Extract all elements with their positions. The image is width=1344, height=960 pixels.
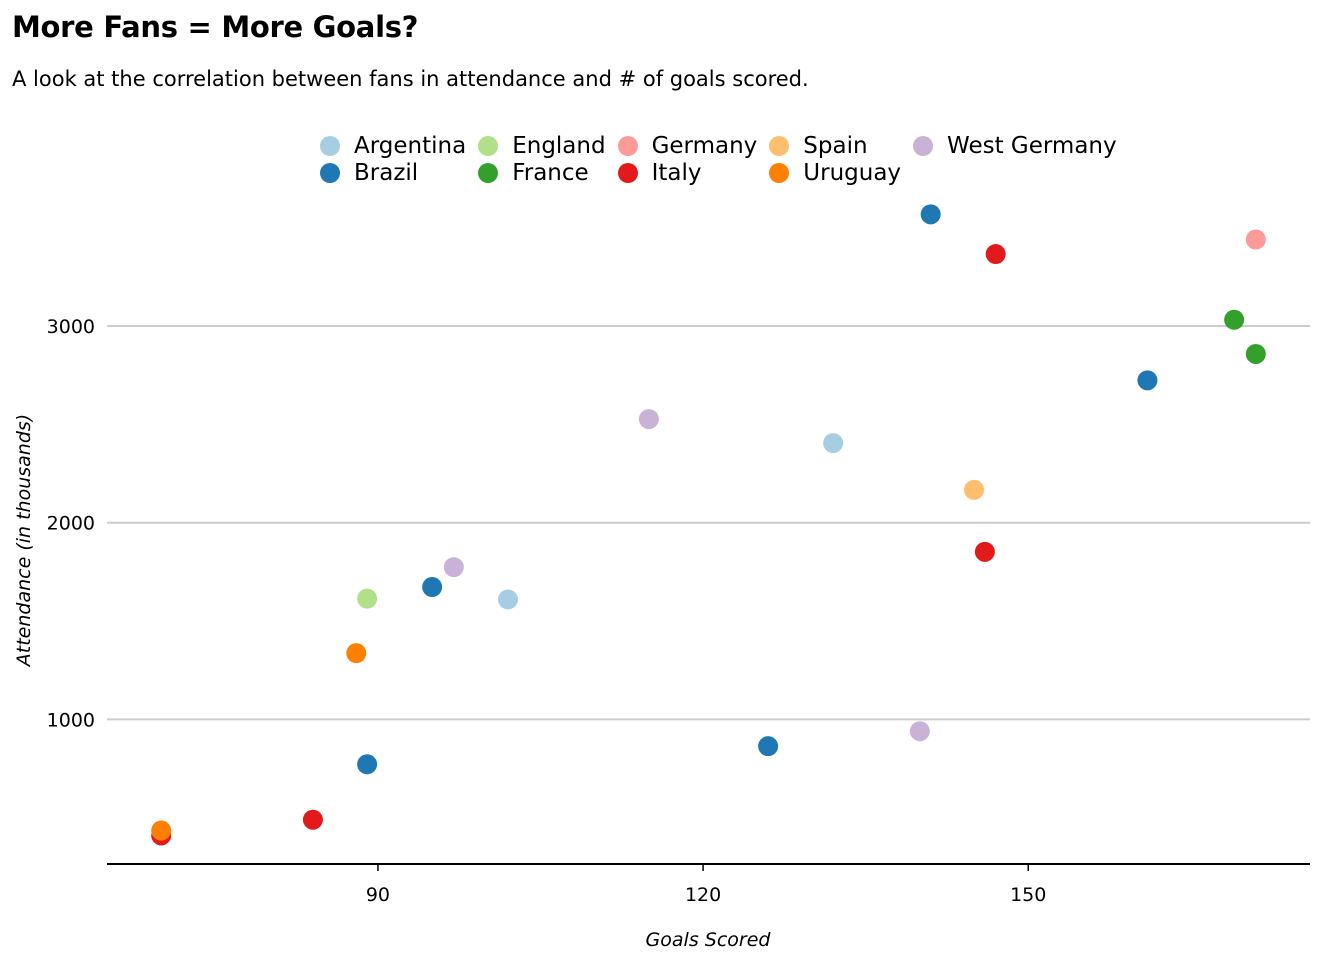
point-west-germany-3 — [909, 721, 930, 742]
y-tick-label-3000: 3000 — [47, 316, 95, 338]
legend-item-argentina: Argentina — [320, 132, 466, 159]
legend-item-spain: Spain — [769, 132, 901, 159]
y-tick-label-1000: 1000 — [47, 709, 95, 731]
point-argentina-1 — [498, 589, 518, 610]
point-brazil-1 — [357, 754, 378, 775]
point-brazil-3 — [758, 736, 779, 757]
point-brazil-4 — [920, 204, 941, 225]
legend-column: Germany Italy — [617, 132, 758, 186]
legend-label: Germany — [651, 132, 758, 159]
legend-swatch — [617, 162, 638, 183]
legend-item-germany: Germany — [617, 132, 758, 159]
point-brazil-2 — [422, 577, 443, 598]
legend-item-italy: Italy — [617, 159, 758, 186]
legend-label: France — [512, 159, 589, 186]
point-west-germany-2 — [638, 409, 659, 430]
point-france-1 — [1224, 309, 1245, 330]
legend-swatch — [320, 135, 340, 156]
legend-item-west-germany: West Germany — [913, 132, 1117, 159]
legend-swatch — [478, 135, 499, 156]
legend-column: West Germany — [913, 132, 1117, 186]
x-tick-label-120: 120 — [685, 884, 721, 906]
legend-column: Spain Uruguay — [769, 132, 901, 186]
legend-item-brazil: Brazil — [320, 159, 466, 186]
legend-label: England — [512, 132, 606, 159]
legend-swatch — [913, 135, 934, 156]
point-england-1 — [357, 588, 378, 609]
data-points — [151, 204, 1266, 846]
chart-subtitle: A look at the correlation between fans i… — [12, 67, 809, 91]
y-axis-title: Attendance (in thousands) — [13, 414, 35, 668]
chart-title: More Fans = More Goals? — [12, 10, 419, 44]
point-argentina-2 — [823, 433, 844, 454]
gridlines: 1000 2000 3000 — [47, 316, 1310, 731]
point-italy-3 — [974, 541, 995, 562]
point-italy-2 — [302, 809, 323, 830]
x-axis-title: Goals Scored — [646, 929, 772, 951]
point-germany-1 — [1245, 229, 1266, 250]
legend-label: Uruguay — [803, 159, 902, 186]
point-spain-1 — [964, 479, 985, 500]
legend-swatch — [617, 135, 638, 156]
legend-column: England France — [478, 132, 606, 186]
point-uruguay-1 — [151, 820, 172, 841]
legend-label: Spain — [803, 132, 868, 159]
legend-column: Argentina Brazil — [320, 132, 466, 186]
legend-label: West Germany — [947, 132, 1117, 159]
point-italy-4 — [985, 244, 1006, 265]
point-france-2 — [1245, 343, 1266, 364]
legend-label: Argentina — [354, 132, 467, 159]
point-brazil-5 — [1137, 370, 1158, 391]
x-tick-label-150: 150 — [1010, 884, 1046, 906]
legend-swatch — [320, 162, 340, 183]
axes: 90 120 150 — [107, 863, 1310, 906]
y-tick-label-2000: 2000 — [47, 513, 95, 535]
legend: Argentina Brazil England France Germany Italy… — [320, 132, 1117, 186]
legend-item-france: France — [478, 159, 605, 186]
point-uruguay-2 — [346, 643, 367, 664]
point-west-germany-1 — [443, 557, 464, 578]
legend-swatch — [769, 162, 790, 183]
legend-item-england: England — [478, 132, 606, 159]
legend-swatch — [769, 135, 790, 156]
legend-item-uruguay: Uruguay — [769, 159, 901, 186]
legend-label: Italy — [651, 159, 702, 186]
legend-label: Brazil — [354, 159, 419, 186]
legend-swatch — [478, 162, 499, 183]
x-tick-label-90: 90 — [366, 884, 390, 906]
